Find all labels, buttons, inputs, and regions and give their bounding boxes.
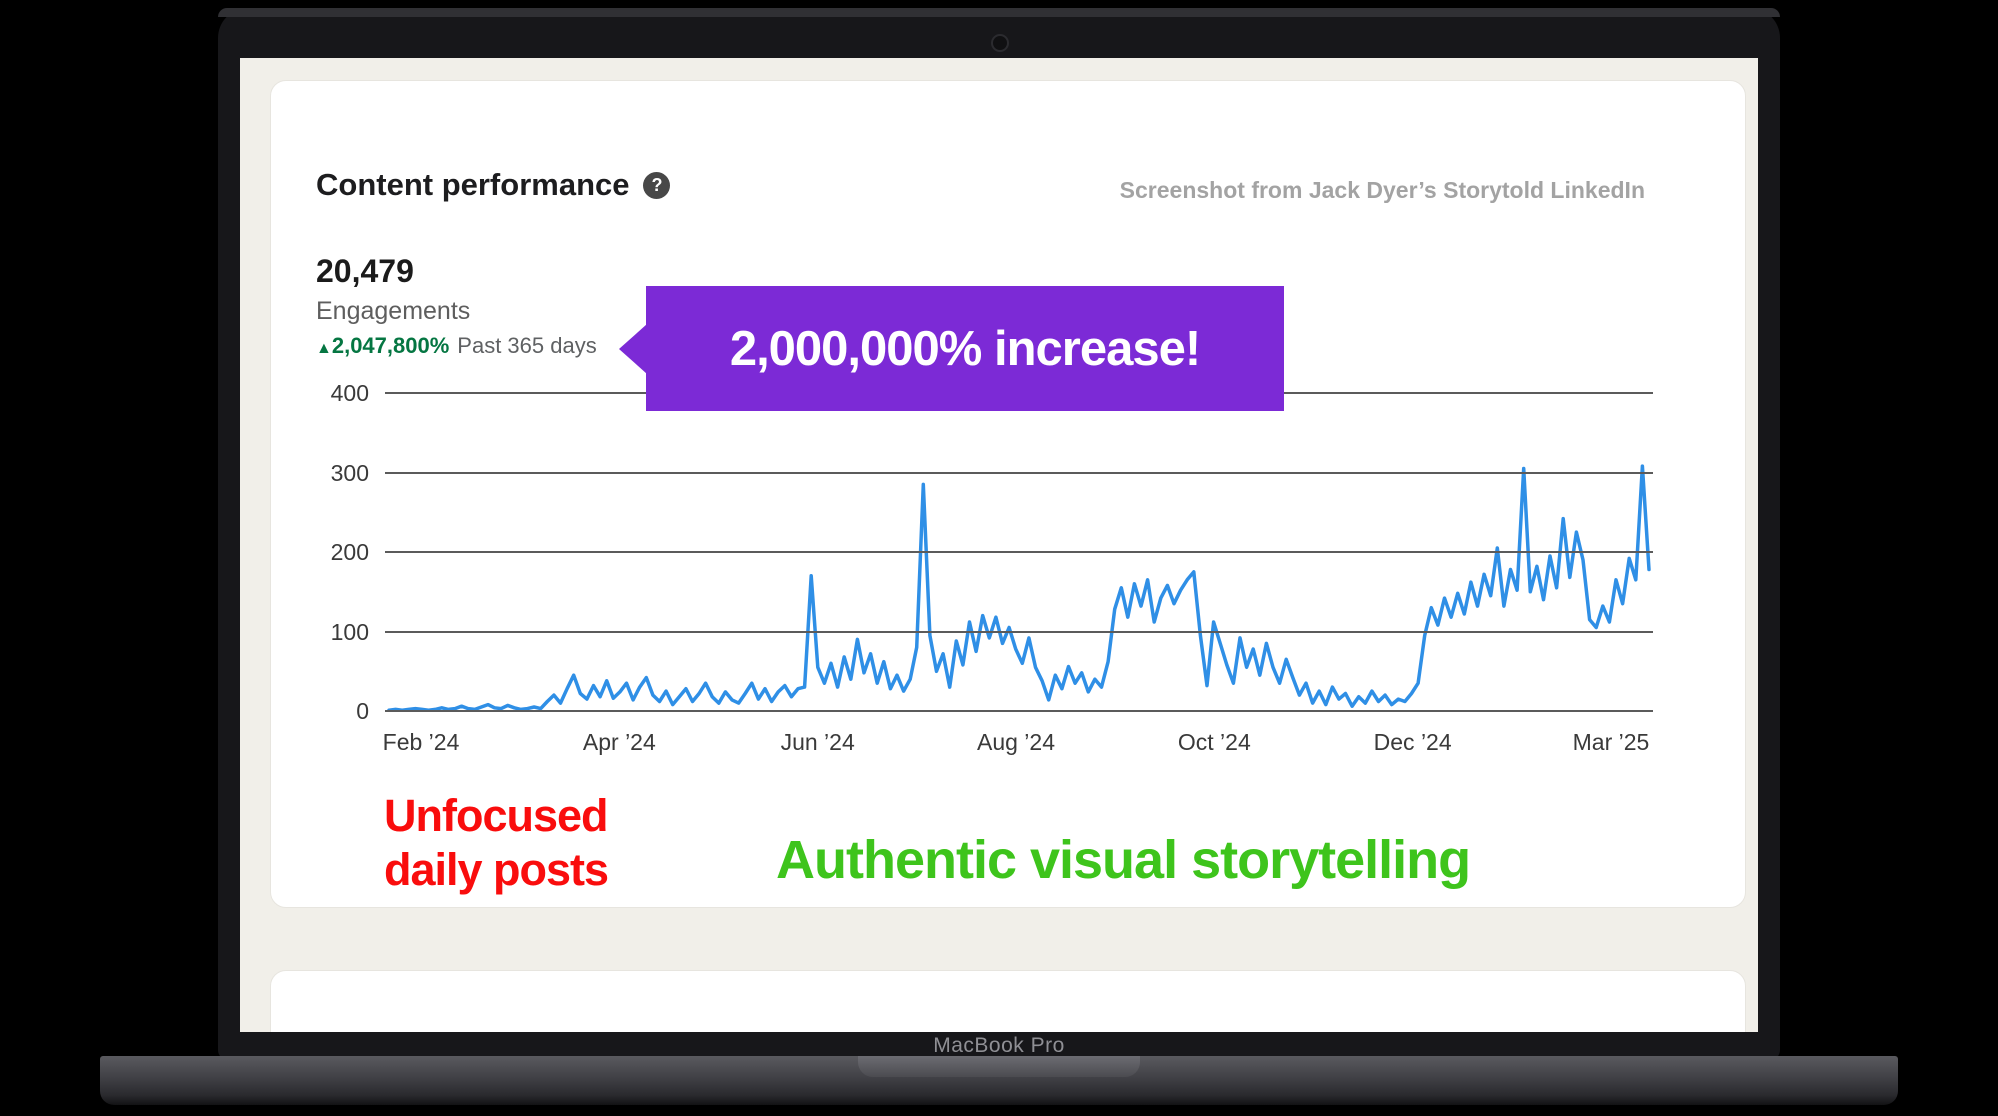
- webcam-icon: [991, 34, 1009, 52]
- x-tick-label: Mar ’25: [1572, 729, 1650, 755]
- delta-period: Past 365 days: [457, 333, 597, 358]
- increase-callout: 2,000,000% increase!: [619, 286, 1284, 411]
- callout-text: 2,000,000% increase!: [729, 321, 1201, 376]
- gridline-300: [385, 471, 1653, 474]
- delta-row: ▲2,047,800% Past 365 days: [316, 333, 597, 359]
- page-title: Content performance: [316, 167, 630, 202]
- engagements-label: Engagements: [316, 297, 471, 325]
- x-tick-label: Dec ’24: [1373, 729, 1452, 755]
- annotation-unfocused-posts: Unfocused daily posts: [384, 790, 609, 895]
- laptop-screen-bezel: Content performance ? Screenshot from Ja…: [218, 8, 1780, 1060]
- y-tick-label: 400: [330, 380, 369, 406]
- laptop-lid-edge: [218, 8, 1780, 17]
- y-tick-label: 300: [330, 459, 369, 486]
- x-tick-label: Aug ’24: [976, 729, 1055, 755]
- source-note: Screenshot from Jack Dyer’s Storytold Li…: [1119, 177, 1645, 203]
- screen-content: Content performance ? Screenshot from Ja…: [240, 58, 1758, 1032]
- gridline-100: [385, 630, 1653, 633]
- engagements-total: 20,479: [316, 253, 414, 289]
- chart-line-series: [387, 464, 1651, 712]
- y-tick-label: 0: [356, 698, 369, 724]
- help-icon[interactable]: ?: [643, 171, 671, 199]
- next-card-peek: [270, 970, 1746, 1032]
- y-tick-label: 100: [330, 618, 369, 645]
- content-performance-card: Content performance ? Screenshot from Ja…: [270, 80, 1746, 908]
- laptop-base: [100, 1056, 1898, 1105]
- page-title-row: Content performance ?: [316, 167, 671, 203]
- macbook-pro-label: MacBook Pro: [933, 1034, 1065, 1057]
- delta-value: ▲2,047,800%: [316, 333, 450, 358]
- y-tick-label: 200: [330, 539, 369, 565]
- x-tick-label: Jun ’24: [780, 729, 855, 755]
- up-arrow-icon: ▲: [316, 340, 332, 357]
- gridline-0: [385, 710, 1653, 712]
- gridline-200: [385, 551, 1653, 553]
- x-tick-label: Apr ’24: [582, 729, 656, 755]
- engagements-line-chart: Feb ’24 Apr ’24 Jun ’24 Aug ’24 Oct ’24 Dec ’…: [383, 392, 1653, 755]
- x-tick-label: Feb ’24: [382, 729, 460, 755]
- annotation-authentic-storytelling: Authentic visual storytelling: [776, 830, 1471, 890]
- laptop-base-notch: [858, 1056, 1140, 1077]
- callout-arrow-left-icon: [619, 323, 647, 374]
- x-tick-label: Oct ’24: [1177, 729, 1251, 755]
